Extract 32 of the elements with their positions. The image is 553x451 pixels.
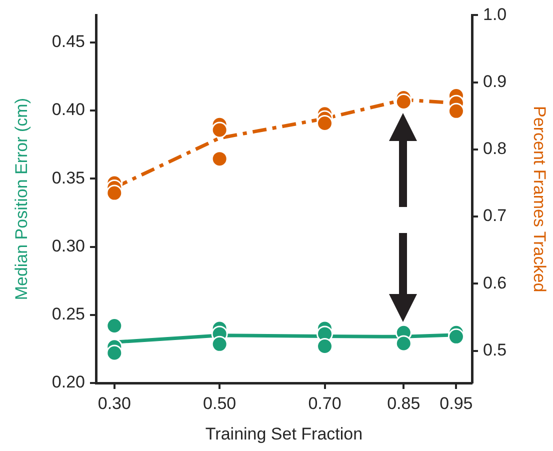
point [448, 328, 464, 345]
point [106, 184, 123, 202]
x-tick-label: 0.70 [308, 394, 342, 413]
point [395, 94, 412, 110]
y2-tick-label: 0.9 [483, 72, 507, 92]
y-tick-label: 0.30 [52, 236, 85, 256]
point [211, 336, 228, 352]
y-axis-title: Median Position Error (cm) [12, 98, 31, 300]
y-tick-label: 0.35 [52, 168, 85, 188]
y2-tick-label: 0.8 [483, 139, 507, 158]
y2-axis-title: Percent Frames Tracked [530, 106, 550, 292]
x-tick-label: 0.95 [440, 394, 473, 413]
y2-tick-label: 0.5 [483, 340, 507, 360]
y-tick-label: 0.45 [52, 32, 85, 52]
point [316, 115, 334, 132]
point [106, 318, 123, 334]
point [395, 335, 412, 352]
point [106, 344, 123, 362]
y2-tick-label: 0.7 [483, 206, 507, 226]
x-axis-title: Training Set Fraction [205, 424, 363, 444]
x-tick-label: 0.85 [387, 394, 420, 413]
y2-tick-label: 1.0 [483, 4, 507, 24]
point [211, 122, 228, 138]
y2-tick-label: 0.6 [483, 273, 507, 292]
y-tick-label: 0.20 [52, 372, 85, 392]
point [211, 150, 228, 168]
y-tick-label: 0.25 [52, 304, 85, 324]
x-tick-label: 0.50 [203, 394, 236, 413]
point [316, 338, 334, 354]
x-tick-label: 0.30 [98, 394, 131, 413]
point [448, 102, 464, 120]
y-tick-label: 0.40 [52, 100, 85, 120]
